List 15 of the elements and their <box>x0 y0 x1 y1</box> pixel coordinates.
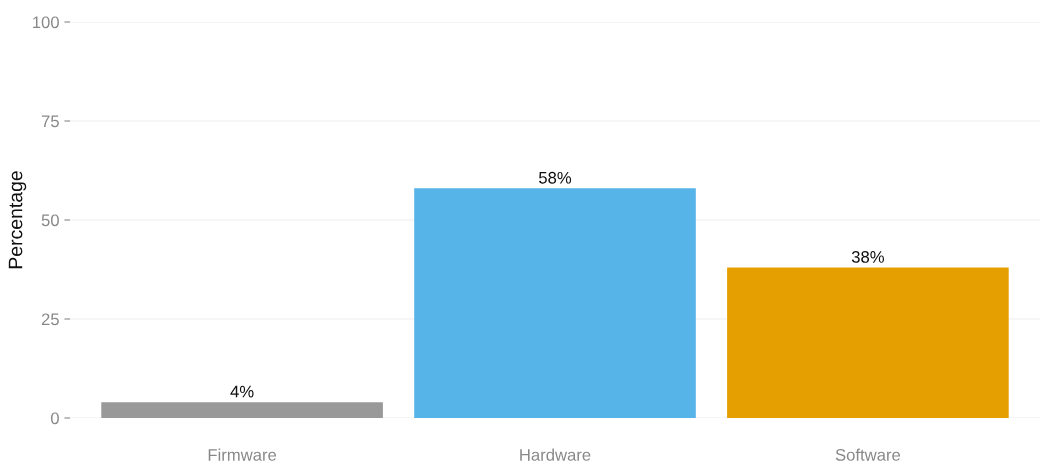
bar <box>101 402 383 418</box>
y-tick-label: 75 <box>41 115 59 128</box>
data-label: 58% <box>538 171 572 184</box>
y-tick-label: 0 <box>50 412 59 425</box>
y-axis-title: Percentage <box>8 171 27 269</box>
x-tick-label: Hardware <box>520 448 591 461</box>
bar <box>727 267 1009 418</box>
y-tick-label: 50 <box>41 214 59 227</box>
y-tick-label: 100 <box>33 16 59 29</box>
data-label: 38% <box>851 251 884 263</box>
data-label: 4% <box>230 385 254 398</box>
x-tick-label: Firmware <box>208 448 277 461</box>
x-tick-label: Software <box>835 448 901 461</box>
bar <box>414 188 696 418</box>
y-tick-label: 25 <box>41 313 59 326</box>
